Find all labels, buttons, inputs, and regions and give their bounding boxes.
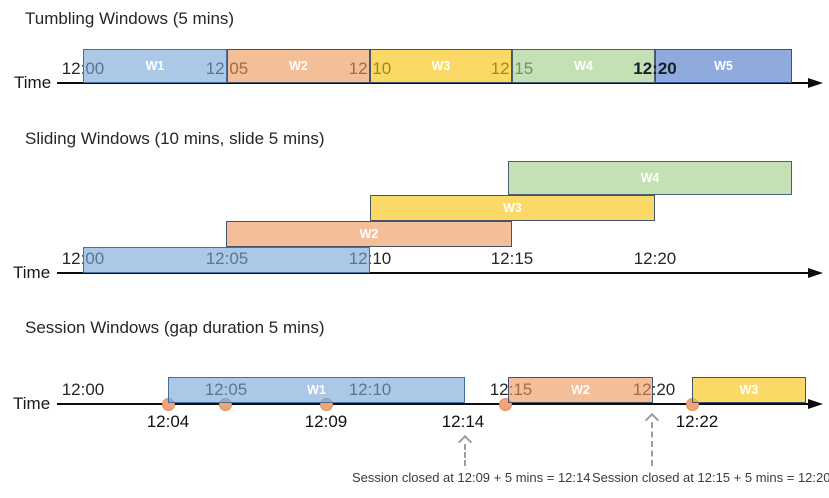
event-time-label: 12:04 bbox=[146, 412, 190, 431]
window-label: W5 bbox=[714, 59, 733, 73]
window-label: W4 bbox=[640, 171, 660, 185]
window-block-w3 bbox=[370, 195, 655, 221]
window-block-w1 bbox=[83, 247, 370, 273]
window-label: W1 bbox=[145, 59, 165, 73]
session-close-annotation: Session closed at 12:09 + 5 mins = 12:14 bbox=[352, 470, 591, 485]
session-close-annotation: Session closed at 12:15 + 5 mins = 12:20 bbox=[592, 470, 829, 485]
time-axis bbox=[57, 82, 808, 84]
axis-tick-label: 12:00 bbox=[61, 380, 105, 399]
axis-tick-label: 12:20 bbox=[633, 249, 677, 268]
window-label: W3 bbox=[431, 59, 451, 73]
axis-tick-label: 12:20 bbox=[633, 59, 677, 78]
window-label: W3 bbox=[739, 383, 759, 397]
axis-arrowhead-icon bbox=[808, 267, 823, 278]
time-axis-caption: Time bbox=[13, 263, 51, 282]
window-label: W2 bbox=[571, 383, 590, 397]
window-label: W2 bbox=[289, 59, 308, 73]
event-time-label: 12:09 bbox=[304, 412, 348, 431]
window-block-w1 bbox=[168, 377, 465, 403]
window-block-w5 bbox=[655, 49, 792, 83]
event-time-label: 12:14 bbox=[441, 412, 485, 431]
time-axis-caption: Time bbox=[14, 73, 52, 92]
section-title: Tumbling Windows (5 mins) bbox=[25, 9, 235, 28]
window-label: W1 bbox=[307, 383, 326, 397]
time-axis bbox=[57, 403, 808, 405]
window-block-w2 bbox=[227, 49, 370, 83]
window-label: W2 bbox=[359, 227, 379, 241]
window-block-w3 bbox=[370, 49, 512, 83]
window-block-w4 bbox=[508, 161, 792, 195]
window-block-w2 bbox=[508, 377, 653, 403]
time-axis-caption: Time bbox=[13, 394, 51, 413]
axis-arrowhead-icon bbox=[808, 77, 823, 88]
window-block-w3 bbox=[692, 377, 806, 403]
time-axis bbox=[57, 272, 808, 274]
session-close-arrow bbox=[644, 412, 660, 466]
session-close-arrow bbox=[457, 434, 473, 466]
arrow-dashed-line bbox=[651, 422, 653, 466]
window-block-w1 bbox=[83, 49, 227, 83]
arrow-dashed-line bbox=[464, 444, 466, 466]
section-title: Sliding Windows (10 mins, slide 5 mins) bbox=[25, 129, 325, 148]
window-block-w2 bbox=[226, 221, 512, 247]
event-time-label: 12:22 bbox=[675, 412, 719, 431]
window-block-w4 bbox=[512, 49, 655, 83]
window-label: W3 bbox=[503, 201, 522, 215]
axis-arrowhead-icon bbox=[808, 398, 823, 409]
section-title: Session Windows (gap duration 5 mins) bbox=[25, 318, 325, 337]
window-label: W4 bbox=[574, 59, 593, 73]
axis-tick-label: 12:15 bbox=[490, 249, 534, 268]
